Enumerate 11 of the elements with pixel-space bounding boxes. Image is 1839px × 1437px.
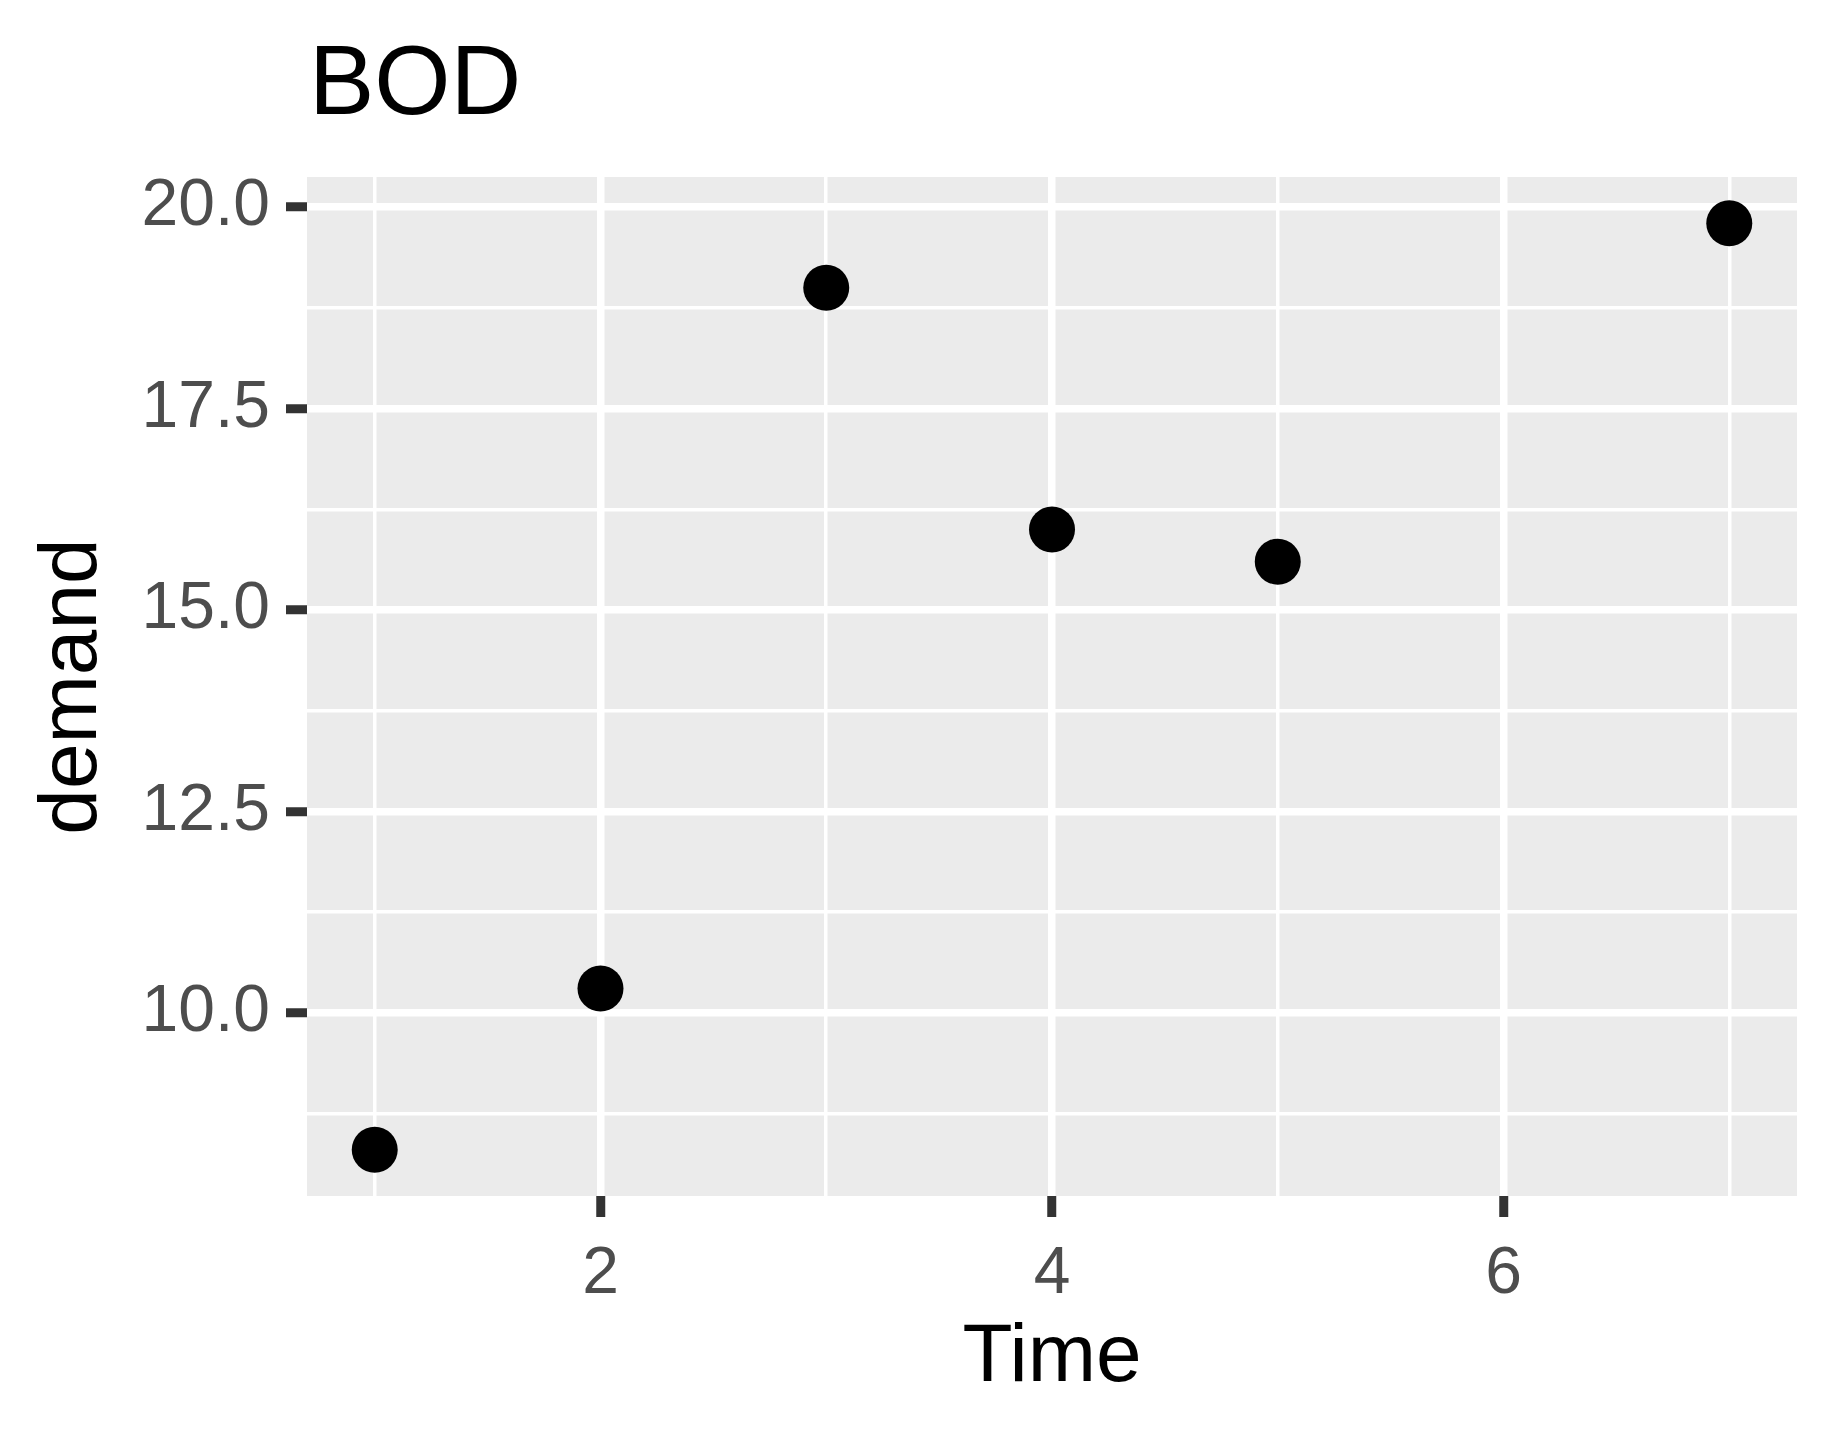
y-tick-label: 12.5 bbox=[141, 769, 270, 844]
y-tick-label: 10.0 bbox=[141, 970, 270, 1045]
x-tick-label: 4 bbox=[1033, 1232, 1071, 1307]
y-tick-label: 17.5 bbox=[141, 366, 270, 441]
y-axis-title: demand bbox=[21, 538, 113, 835]
x-axis-title: Time bbox=[962, 1307, 1142, 1399]
x-tick-label: 6 bbox=[1485, 1232, 1522, 1307]
y-tick-label: 20.0 bbox=[141, 165, 270, 240]
chart-title: BOD bbox=[309, 25, 522, 135]
x-tick-label: 2 bbox=[582, 1232, 619, 1307]
y-tick-label: 15.0 bbox=[141, 568, 270, 643]
